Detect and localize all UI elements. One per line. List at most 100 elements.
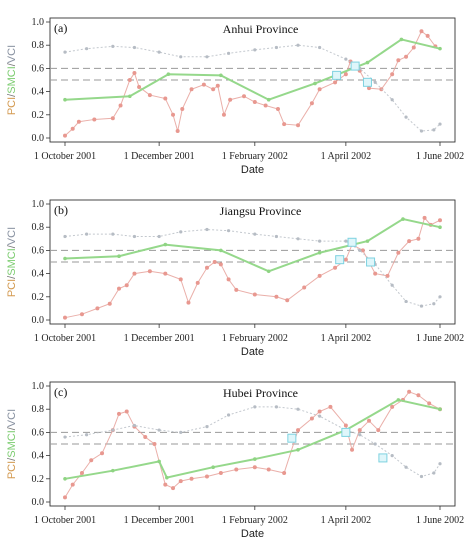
highlight-marker [362, 77, 372, 87]
smci-point [365, 239, 370, 243]
pci-point [422, 215, 427, 220]
pci-point [317, 409, 322, 414]
pci-point [152, 442, 157, 446]
pci-point [70, 482, 75, 487]
pci-point [282, 122, 287, 127]
pci-point [390, 72, 395, 77]
pci-point [328, 404, 333, 409]
vci-line [64, 229, 441, 307]
vci-point [157, 50, 161, 54]
pci-point [357, 428, 362, 433]
x-tick-label: 1 April 2002 [321, 333, 372, 344]
pci-point [373, 271, 378, 276]
smci-point [166, 72, 171, 76]
pci-point [171, 112, 176, 117]
pci-point [407, 389, 412, 394]
smci-point [438, 225, 442, 229]
y-axis-title: PCI/SMCI/VCI [6, 409, 18, 479]
vci-point [274, 234, 279, 239]
highlight-marker [287, 433, 297, 443]
smci-point [266, 269, 271, 274]
pci-point [274, 294, 279, 299]
pci-point [163, 271, 168, 276]
pci-point [427, 401, 432, 406]
vci-point [404, 299, 408, 304]
pci-point [404, 54, 409, 59]
smci-point [365, 60, 370, 65]
pci-point [226, 277, 231, 282]
vci-point [358, 433, 362, 437]
vci-point [157, 428, 161, 432]
vci-point [419, 129, 424, 133]
pci-point [79, 312, 84, 317]
smci-point [165, 475, 169, 480]
pci-connector [64, 391, 441, 498]
pci-point [343, 257, 348, 262]
vci-point [111, 232, 115, 236]
vci-point [132, 45, 137, 50]
highlight-marker [347, 237, 357, 247]
vci-point [85, 232, 89, 236]
y-axis-title-vci: VCI [6, 227, 18, 245]
y-axis-title-separator: / [6, 93, 18, 97]
vci-point [179, 230, 183, 234]
vci-point [390, 98, 394, 102]
panel-1: 0.0 0.2 0.4 0.6 0.8 1.0 1 October 2001 1 Decemb… [6, 199, 464, 358]
pci-point [127, 78, 132, 82]
pci-point [296, 428, 301, 433]
y-tick-label: 0.4 [32, 451, 45, 462]
pci-point [95, 306, 100, 311]
pci-point [92, 117, 97, 122]
vci-point [344, 239, 348, 243]
x-tick-label: 1 June 2002 [416, 515, 464, 526]
smci-point [128, 94, 132, 99]
smci-point [438, 46, 442, 51]
pci-point [285, 298, 290, 303]
y-axis-title-separator: / [6, 244, 18, 248]
pci-point [438, 218, 442, 223]
pci-point [425, 33, 430, 38]
pci-point [367, 418, 372, 423]
pci-point [178, 479, 183, 484]
smci-line [64, 218, 441, 273]
vci-point [438, 462, 442, 466]
x-tick-label: 1 February 2002 [222, 333, 288, 344]
pci-point [266, 467, 271, 472]
pci-point [118, 103, 123, 108]
pci-point [234, 467, 239, 472]
y-axis-title-separator: / [6, 275, 18, 279]
vci-point [179, 55, 183, 59]
y-tick-label: 0.0 [32, 497, 45, 508]
vci-point [373, 442, 377, 446]
pci-point [317, 273, 322, 278]
x-tick-label: 1 October 2001 [34, 151, 96, 162]
pci-point [143, 435, 148, 440]
pci-point [76, 119, 81, 124]
pci-point [189, 87, 194, 92]
pci-point [163, 482, 168, 487]
pci-point [117, 286, 122, 291]
vci-point [432, 471, 436, 475]
smci-point [219, 73, 223, 78]
pci-point [201, 82, 206, 87]
y-axis-title-vci: VCI [6, 45, 18, 63]
pci-point [189, 476, 194, 481]
y-axis-title-separator: / [6, 62, 18, 66]
y-tick-label: 0.2 [32, 474, 45, 485]
x-tick-label: 1 April 2002 [321, 151, 372, 162]
smci-point [163, 242, 168, 247]
pci-point [63, 133, 67, 138]
y-axis-title-smci: SMCI [6, 430, 18, 458]
y-axis-title-smci: SMCI [6, 248, 18, 276]
pci-point [252, 465, 257, 470]
y-tick-label: 0.6 [32, 427, 45, 438]
panel-title: Anhui Province [223, 22, 299, 36]
pci-point [117, 411, 122, 416]
vci-point [205, 425, 209, 429]
vci-point [438, 122, 442, 126]
y-tick-label: 0.0 [32, 133, 45, 144]
pci-point [186, 300, 191, 305]
pci-point [211, 87, 216, 92]
pci-point [350, 447, 355, 452]
pci-point [124, 409, 129, 414]
